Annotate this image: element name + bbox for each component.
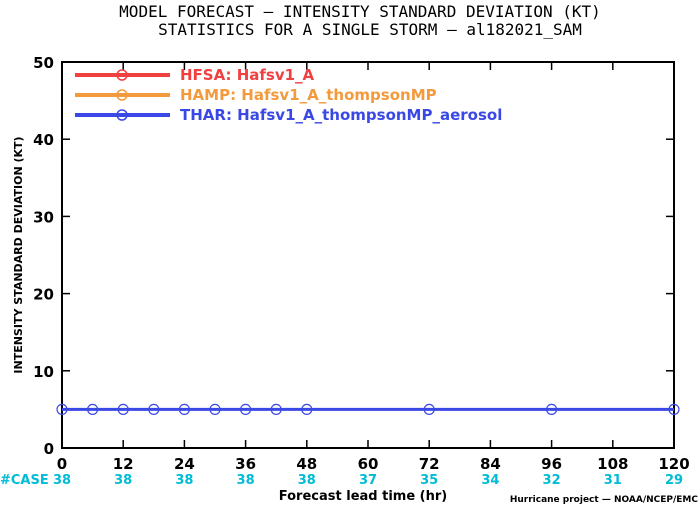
- case-label: #CASE: [0, 473, 49, 488]
- legend-swatch-marker: [116, 69, 128, 81]
- legend: HFSA: Hafsv1_A HAMP: Hafsv1_A_thompsonMP T…: [75, 66, 502, 124]
- x-tick-label: 24: [174, 455, 195, 473]
- y-axis: 0 10 20 30 40 50: [33, 54, 674, 458]
- x-tick-label: 72: [419, 455, 440, 473]
- y-tick-label: 50: [33, 54, 54, 72]
- data-point: [270, 403, 282, 415]
- data-point: [209, 403, 221, 415]
- chart-subtitle: STATISTICS FOR A SINGLE STORM — al182021…: [158, 20, 582, 39]
- data-point: [56, 403, 68, 415]
- legend-swatch-marker: [116, 89, 128, 101]
- data-point: [178, 403, 190, 415]
- x-tick-label: 84: [480, 455, 501, 473]
- data-point: [668, 403, 680, 415]
- legend-swatch-marker: [116, 109, 128, 121]
- case-count: 37: [359, 473, 377, 488]
- x-axis-label: Forecast lead time (hr): [279, 489, 447, 504]
- series-lines: [56, 403, 680, 415]
- legend-label: HAMP: Hafsv1_A_thompsonMP: [180, 86, 437, 104]
- y-tick-label: 10: [33, 363, 54, 381]
- data-point: [240, 403, 252, 415]
- data-point: [86, 403, 99, 415]
- y-tick-label: 40: [33, 131, 54, 149]
- case-count: 34: [481, 473, 499, 488]
- case-counts: 38 38 38 38 38 37 35 34 32 31 29: [53, 473, 683, 488]
- data-point: [117, 403, 129, 415]
- x-tick-label: 0: [57, 455, 67, 473]
- legend-label: THAR: Hafsv1_A_thompsonMP_aerosol: [180, 106, 502, 124]
- legend-label: HFSA: Hafsv1_A: [180, 66, 315, 84]
- case-count: 31: [604, 473, 622, 488]
- y-axis-label: INTENSITY STANDARD DEVIATION (KT): [12, 136, 25, 373]
- x-tick-label: 36: [235, 455, 256, 473]
- case-count: 38: [175, 473, 193, 488]
- case-count: 38: [237, 473, 255, 488]
- x-axis: 0 12 24 36 48 60 72 84 96 108 120: [57, 62, 690, 473]
- data-point: [423, 403, 435, 415]
- data-point: [148, 403, 160, 415]
- y-tick-label: 20: [33, 286, 54, 304]
- data-point: [545, 403, 558, 415]
- case-count: 38: [114, 473, 132, 488]
- x-tick-label: 96: [541, 455, 562, 473]
- case-count: 32: [543, 473, 561, 488]
- x-tick-label: 12: [113, 455, 134, 473]
- case-count: 35: [420, 473, 438, 488]
- x-tick-label: 48: [296, 455, 317, 473]
- data-point: [301, 403, 313, 415]
- case-count: 29: [665, 473, 683, 488]
- case-count: 38: [53, 473, 71, 488]
- y-tick-label: 0: [44, 440, 54, 458]
- case-count: 38: [298, 473, 316, 488]
- x-tick-label: 108: [597, 455, 628, 473]
- credit-text: Hurricane project — NOAA/NCEP/EMC: [510, 495, 699, 505]
- x-tick-label: 120: [658, 455, 689, 473]
- chart-title: MODEL FORECAST — INTENSITY STANDARD DEVI…: [119, 2, 601, 21]
- x-tick-label: 60: [358, 455, 379, 473]
- y-tick-label: 30: [33, 208, 54, 226]
